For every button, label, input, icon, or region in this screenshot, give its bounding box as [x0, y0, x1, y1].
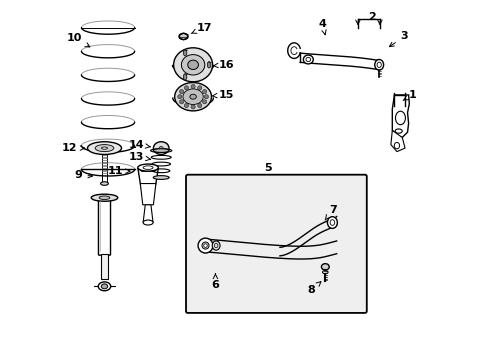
- Ellipse shape: [153, 176, 169, 179]
- Ellipse shape: [327, 217, 337, 228]
- Ellipse shape: [101, 182, 108, 185]
- Circle shape: [179, 100, 183, 104]
- Ellipse shape: [303, 55, 313, 64]
- Ellipse shape: [99, 196, 110, 199]
- Ellipse shape: [207, 62, 210, 68]
- Ellipse shape: [198, 238, 212, 253]
- Circle shape: [197, 103, 202, 108]
- Polygon shape: [391, 95, 408, 138]
- Polygon shape: [143, 205, 153, 222]
- Ellipse shape: [98, 282, 110, 291]
- Text: 9: 9: [75, 170, 92, 180]
- Circle shape: [204, 95, 208, 99]
- Ellipse shape: [173, 48, 212, 82]
- Polygon shape: [140, 184, 156, 205]
- Ellipse shape: [321, 264, 328, 270]
- Ellipse shape: [183, 50, 186, 56]
- Text: 8: 8: [307, 282, 320, 295]
- Ellipse shape: [189, 94, 196, 99]
- Ellipse shape: [183, 74, 186, 80]
- Circle shape: [202, 100, 206, 104]
- Ellipse shape: [183, 89, 203, 104]
- Polygon shape: [138, 168, 158, 201]
- Bar: [101, 255, 108, 279]
- Ellipse shape: [153, 142, 169, 154]
- Ellipse shape: [212, 241, 220, 250]
- Circle shape: [177, 95, 182, 99]
- Ellipse shape: [159, 147, 163, 150]
- Ellipse shape: [102, 147, 107, 149]
- Ellipse shape: [179, 33, 188, 40]
- Ellipse shape: [153, 149, 169, 153]
- Polygon shape: [390, 130, 404, 152]
- Text: 16: 16: [213, 60, 234, 70]
- Text: 4: 4: [318, 19, 326, 35]
- Ellipse shape: [181, 55, 204, 75]
- Text: 10: 10: [67, 33, 90, 47]
- FancyBboxPatch shape: [185, 175, 366, 313]
- Circle shape: [197, 86, 202, 90]
- Ellipse shape: [91, 194, 118, 201]
- Ellipse shape: [174, 82, 211, 111]
- Text: 3: 3: [388, 31, 407, 47]
- Ellipse shape: [101, 284, 107, 289]
- Text: 13: 13: [129, 152, 150, 162]
- Text: 7: 7: [325, 205, 336, 220]
- Ellipse shape: [87, 142, 121, 154]
- Ellipse shape: [95, 145, 114, 152]
- Text: 2: 2: [367, 12, 375, 22]
- Ellipse shape: [203, 244, 207, 247]
- Ellipse shape: [322, 271, 327, 274]
- Ellipse shape: [138, 164, 158, 171]
- Text: 6: 6: [211, 274, 219, 289]
- Ellipse shape: [143, 220, 153, 225]
- Circle shape: [179, 90, 183, 94]
- Text: 11: 11: [107, 166, 130, 176]
- Text: 1: 1: [402, 90, 415, 100]
- Text: 15: 15: [212, 90, 234, 100]
- Text: 12: 12: [61, 143, 84, 153]
- Circle shape: [191, 84, 195, 89]
- Circle shape: [191, 105, 195, 109]
- Circle shape: [184, 103, 188, 108]
- Text: 5: 5: [263, 163, 271, 172]
- Ellipse shape: [202, 242, 209, 249]
- Text: 17: 17: [191, 23, 212, 33]
- FancyBboxPatch shape: [98, 197, 110, 255]
- Text: 14: 14: [129, 140, 150, 149]
- Circle shape: [184, 86, 188, 90]
- Ellipse shape: [374, 59, 383, 70]
- Ellipse shape: [187, 60, 198, 69]
- Circle shape: [202, 90, 206, 94]
